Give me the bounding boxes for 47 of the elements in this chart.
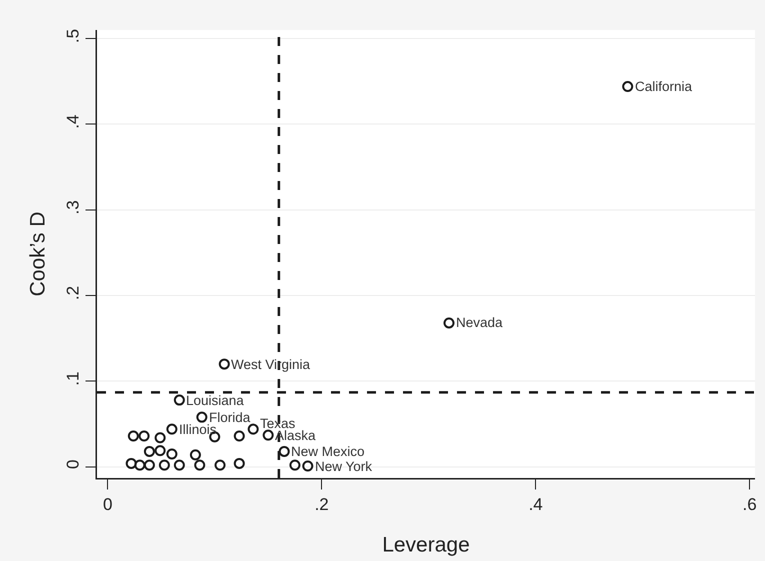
point	[234, 458, 245, 469]
point	[190, 449, 201, 460]
point	[302, 460, 314, 472]
y-tick-label: .2	[64, 286, 83, 300]
point	[134, 460, 146, 471]
data-label: New Mexico	[291, 444, 365, 459]
x-axis-title: Leverage	[382, 534, 470, 556]
point	[166, 424, 178, 435]
point	[154, 432, 166, 444]
data-label: Louisiana	[186, 393, 244, 408]
data-label: Texas	[260, 416, 296, 431]
point	[289, 460, 300, 471]
data-label: California	[635, 79, 693, 94]
point	[196, 412, 208, 423]
x-tick-label: .2	[314, 494, 329, 514]
point	[262, 430, 274, 441]
point	[278, 446, 290, 457]
point	[622, 81, 634, 92]
point	[218, 358, 230, 370]
point	[158, 460, 170, 471]
y-tick-label: .5	[64, 28, 83, 44]
x-tick-label: 0	[102, 494, 112, 514]
y-tick-label: .3	[64, 200, 83, 214]
data-label: Nevada	[456, 315, 504, 330]
point	[166, 448, 178, 460]
point	[144, 460, 155, 471]
y-tick-label: 0	[64, 460, 83, 470]
point	[444, 317, 454, 328]
point	[144, 446, 155, 457]
y-axis-title: Cook’s D	[26, 212, 50, 296]
data-label: New York	[315, 459, 372, 474]
point	[128, 430, 139, 442]
point	[214, 460, 226, 471]
y-tick-label: .4	[64, 114, 83, 129]
x-tick-label: .6	[742, 494, 757, 514]
point	[234, 430, 245, 442]
point	[194, 460, 206, 471]
y-tick-label: .1	[64, 372, 83, 386]
point	[174, 460, 185, 471]
data-label: Illinois	[179, 422, 217, 437]
x-tick-label: .4	[528, 494, 543, 514]
point	[174, 394, 185, 406]
point	[154, 445, 166, 456]
point	[248, 424, 259, 435]
point	[138, 430, 150, 442]
data-label: Florida	[209, 410, 251, 425]
point	[126, 458, 137, 469]
